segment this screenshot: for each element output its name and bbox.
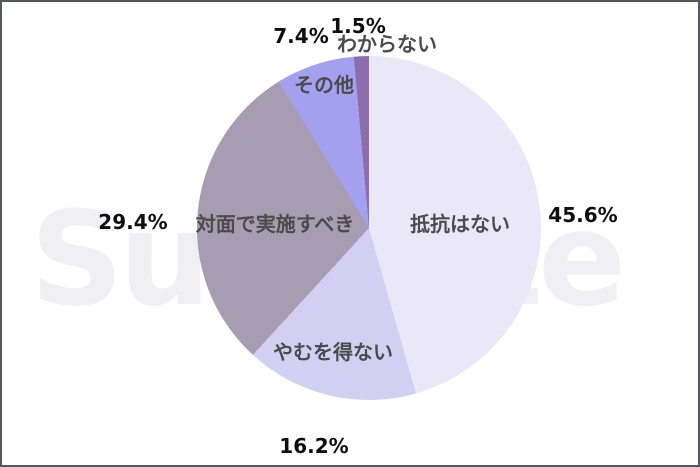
slice-label-dont-know: わからない [337,32,437,56]
slice-label-should-be-in-person: 対面で実施すべき [195,212,355,236]
slice-label-unavoidable: やむを得ない [273,340,393,364]
slice-pct-other: 7.4% [273,24,329,48]
pie-chart [197,56,541,400]
slice-pct-no-resistance: 45.6% [548,203,618,227]
slice-pct-unavoidable: 16.2% [279,434,349,458]
slice-label-other: その他 [294,73,354,97]
slice-label-no-resistance: 抵抗はない [410,212,510,236]
slice-pct-dont-know: 1.5% [330,14,386,38]
slice-pct-should-be-in-person: 29.4% [98,210,168,234]
